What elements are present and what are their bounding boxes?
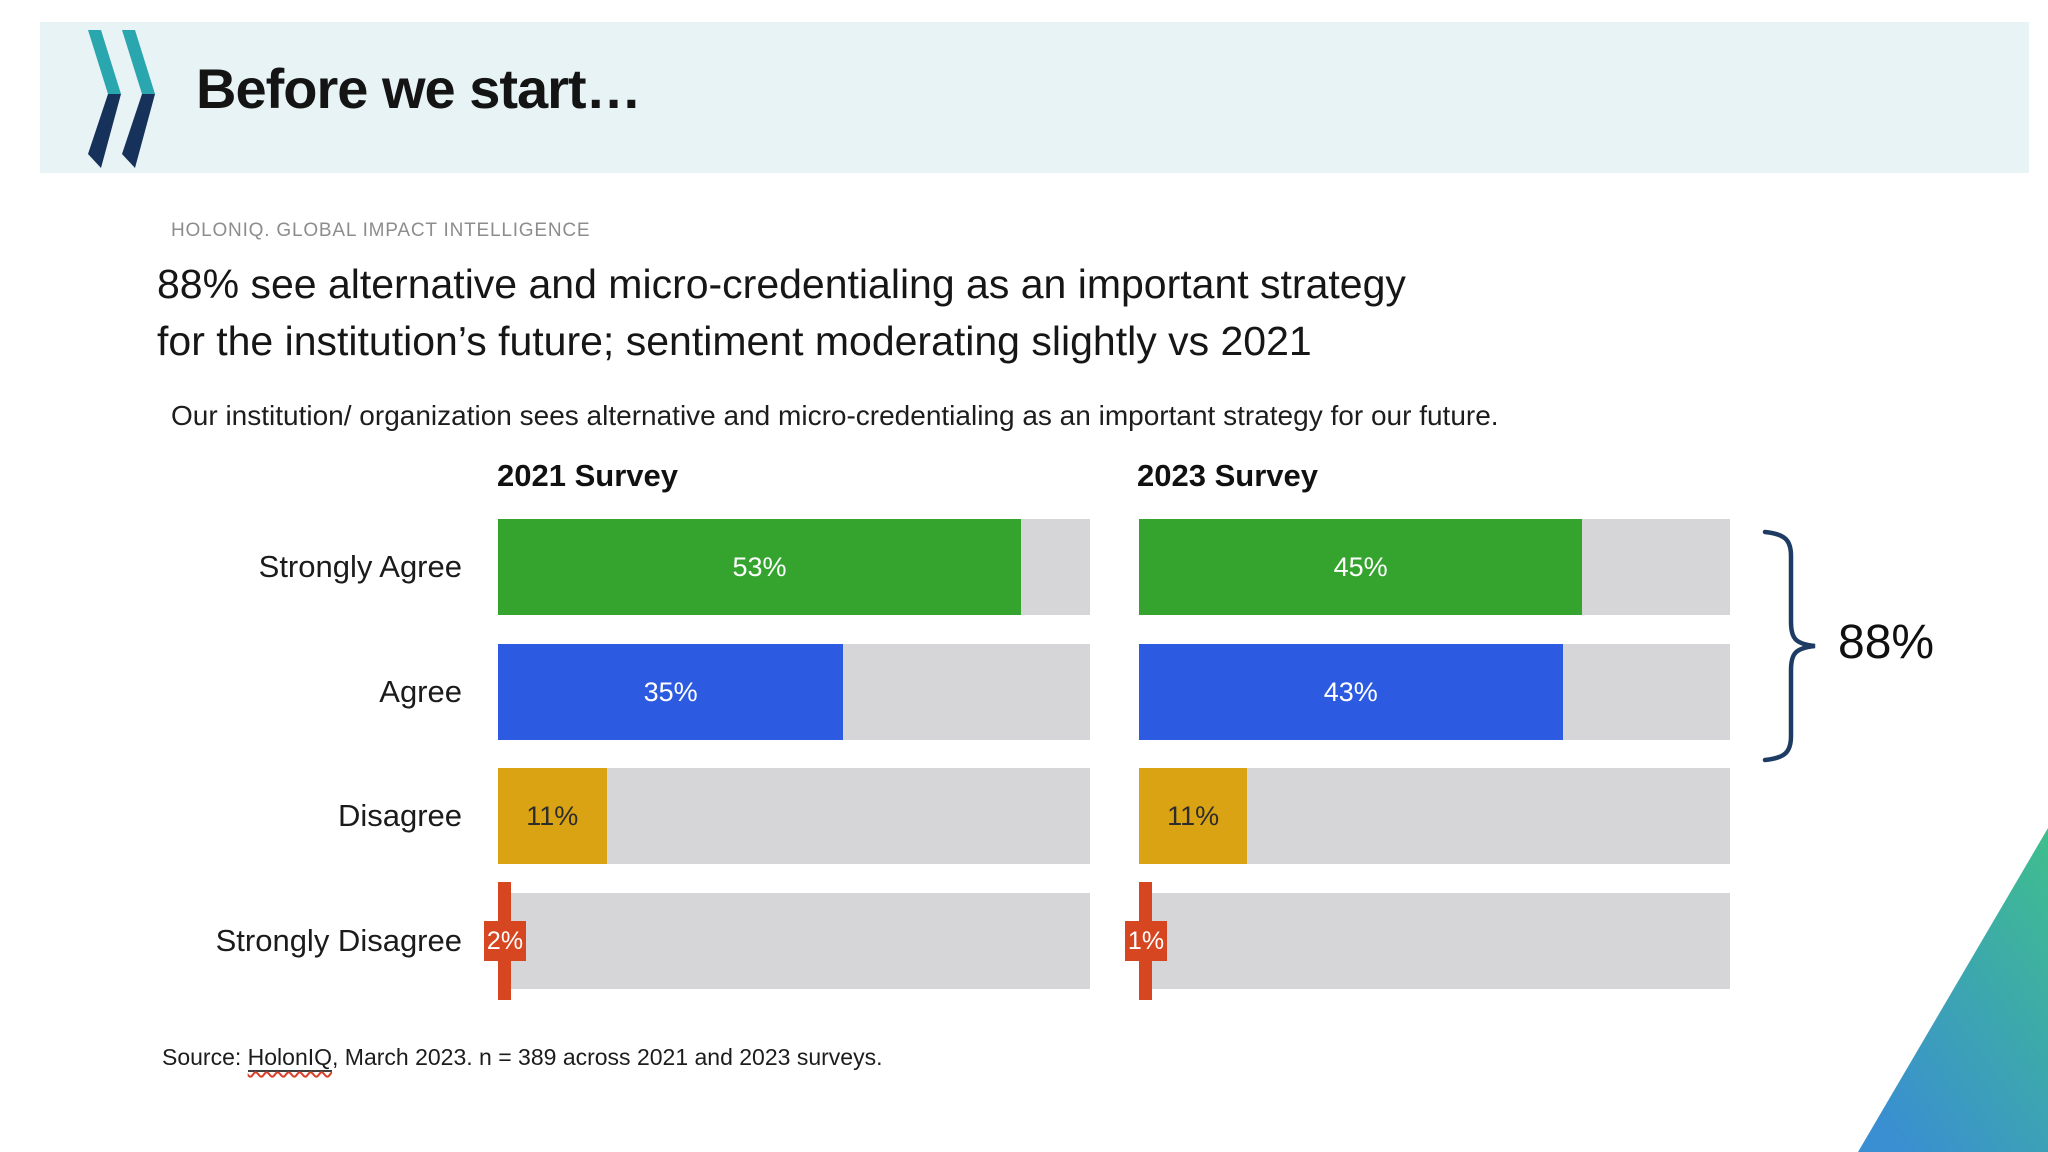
headline-line1: 88% see alternative and micro-credential… [157, 261, 1406, 307]
holoniq-eyebrow: HOLONIQ. GLOBAL IMPACT INTELLIGENCE [171, 220, 591, 241]
red-value-chip: 1% [1125, 921, 1167, 961]
callout-88-percent: 88% [1838, 616, 1935, 669]
bar-2021-disagree: 11% [498, 768, 607, 864]
bar-2023-strongly-agree: 45% [1139, 519, 1583, 615]
corner-triangle [1858, 828, 2048, 1152]
category-label-strongly-disagree: Strongly Disagree [215, 923, 462, 958]
source-link[interactable]: HolonIQ [247, 1044, 333, 1072]
header-bar [40, 22, 2029, 173]
bar-value-label: 11% [526, 800, 579, 831]
chevron-navy-1 [88, 94, 121, 168]
bar-value-label: 53% [732, 551, 787, 582]
survey-2021-header: 2021 Survey [497, 458, 678, 493]
slide-title: Before we start… [196, 57, 642, 120]
bar-track: 2% [484, 882, 1090, 1000]
bar-2021-strongly-agree: 53% [498, 519, 1021, 615]
headline-line2: for the institution’s future; sentiment … [157, 318, 1312, 364]
bar-value-label: 43% [1323, 676, 1378, 707]
category-label-disagree: Disagree [337, 798, 462, 833]
bar-track: 43% [1139, 644, 1730, 740]
headline: 88% see alternative and micro-credential… [157, 256, 1406, 370]
source-prefix: Source: [162, 1044, 248, 1070]
bar-track: 11% [1139, 768, 1730, 864]
bar-2023-agree: 43% [1139, 644, 1563, 740]
bar-2021-agree: 35% [498, 644, 844, 740]
bar-value-label: 35% [643, 676, 698, 707]
category-label-strongly-agree: Strongly Agree [258, 549, 462, 584]
bar-track: 1% [1125, 882, 1730, 1000]
bar-value-label: 45% [1333, 551, 1388, 582]
chevron-teal-1 [88, 30, 121, 94]
red-value-chip: 2% [484, 921, 526, 961]
category-label-agree: Agree [379, 674, 462, 709]
bar-2023-disagree: 11% [1139, 768, 1248, 864]
oecd-chevrons-logo [88, 30, 155, 168]
brace-bracket [1762, 529, 1816, 763]
subtitle: Our institution/ organization sees alter… [171, 400, 1499, 431]
bar-track: 53% [498, 519, 1090, 615]
chevron-navy-2 [122, 94, 155, 168]
bar-track: 35% [498, 644, 1090, 740]
chevron-teal-2 [122, 30, 155, 94]
source-note: Source: HolonIQ, March 2023. n = 389 acr… [162, 1044, 883, 1072]
bar-track: 45% [1139, 519, 1730, 615]
bar-track: 11% [498, 768, 1090, 864]
survey-2023-header: 2023 Survey [1137, 458, 1318, 493]
bar-value-label: 11% [1167, 800, 1220, 831]
source-suffix: , March 2023. n = 389 across 2021 and 20… [332, 1044, 883, 1070]
